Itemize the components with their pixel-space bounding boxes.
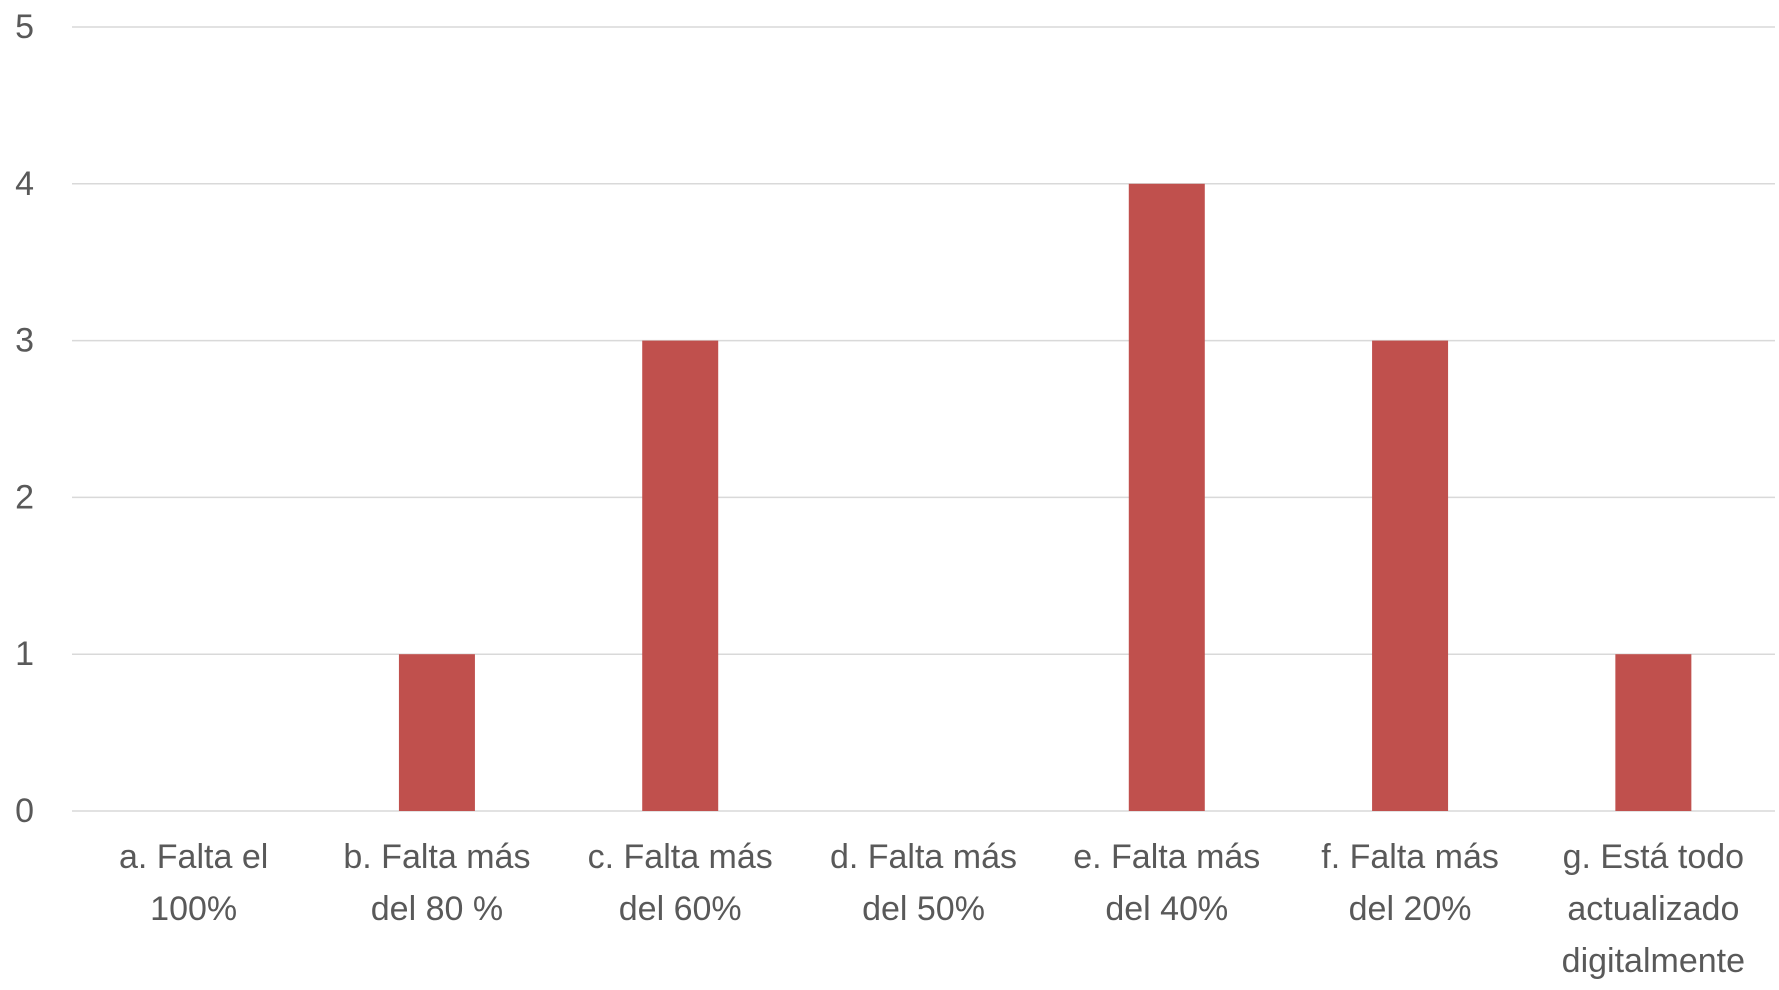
- x-category-label-line: del 40%: [1105, 890, 1228, 928]
- y-tick-label: 0: [15, 792, 34, 830]
- y-tick-label: 1: [15, 635, 34, 673]
- y-axis-tick-labels: 0 1 2 3 4 5: [15, 8, 34, 830]
- y-tick-label: 2: [15, 478, 34, 516]
- x-category-label: a. Falta el 100%: [119, 838, 268, 928]
- x-category-label-line: c. Falta más: [588, 838, 773, 876]
- x-category-label-line: b. Falta más: [343, 838, 530, 876]
- x-category-label-line: del 80 %: [371, 890, 503, 928]
- x-category-label-line: e. Falta más: [1073, 838, 1260, 876]
- bars: [398, 183, 1692, 812]
- x-category-label: b. Falta más del 80 %: [343, 838, 530, 928]
- x-category-label-line: actualizado: [1567, 890, 1739, 928]
- bar: [1615, 654, 1692, 811]
- x-axis-category-labels: a. Falta el 100% b. Falta más del 80 % c. Fa…: [119, 838, 1745, 980]
- x-category-label-line: del 20%: [1349, 890, 1472, 928]
- bar: [1128, 183, 1205, 812]
- x-category-label: g. Está todo actualizado digitalmente: [1562, 838, 1745, 980]
- x-category-label-line: digitalmente: [1562, 942, 1745, 980]
- y-tick-label: 4: [15, 165, 34, 203]
- y-tick-label: 5: [15, 8, 34, 46]
- bar: [1372, 340, 1449, 811]
- bar: [642, 340, 719, 811]
- x-category-label-line: g. Está todo: [1563, 838, 1744, 876]
- x-category-label: d. Falta más del 50%: [830, 838, 1017, 928]
- x-category-label-line: del 60%: [619, 890, 742, 928]
- x-category-label: c. Falta más del 60%: [588, 838, 773, 928]
- x-category-label-line: d. Falta más: [830, 838, 1017, 876]
- y-tick-label: 3: [15, 322, 34, 360]
- x-category-label: e. Falta más del 40%: [1073, 838, 1260, 928]
- x-category-label-line: a. Falta el: [119, 838, 268, 876]
- x-category-label: f. Falta más del 20%: [1321, 838, 1499, 928]
- x-category-label-line: del 50%: [862, 890, 985, 928]
- gridlines: [72, 26, 1775, 812]
- x-category-label-line: 100%: [150, 890, 237, 928]
- bar: [398, 654, 475, 811]
- x-category-label-line: f. Falta más: [1321, 838, 1499, 876]
